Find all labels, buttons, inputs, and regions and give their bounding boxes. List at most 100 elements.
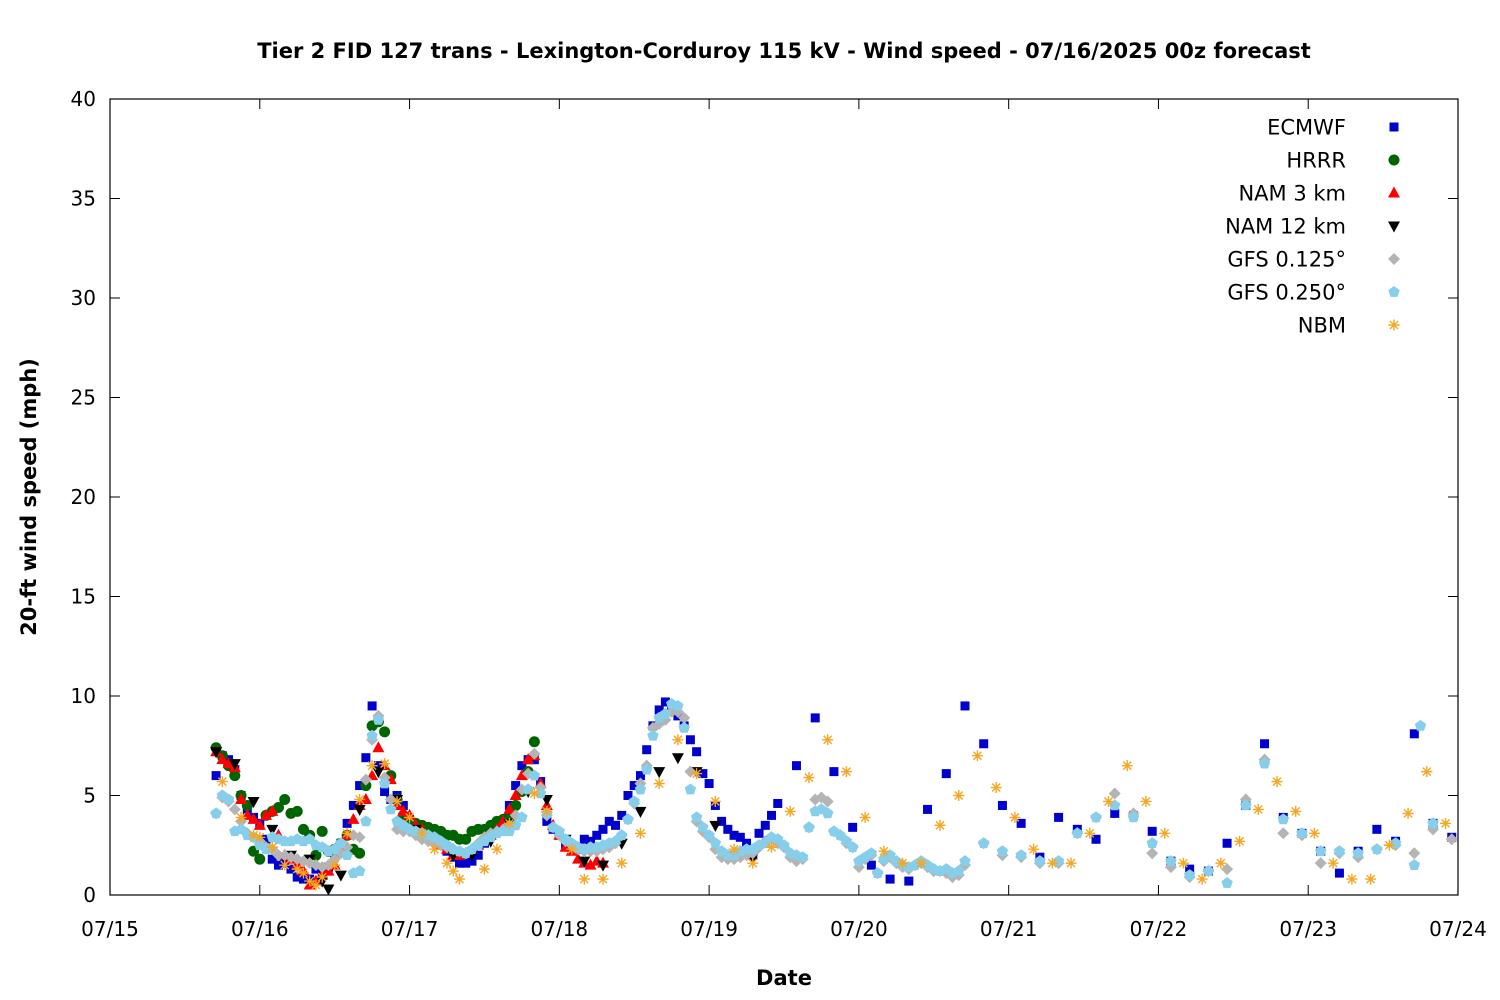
data-point — [1146, 837, 1158, 849]
data-point — [653, 767, 666, 779]
data-point — [1034, 855, 1046, 867]
data-point — [473, 850, 483, 860]
data-point — [266, 824, 279, 836]
data-point — [1140, 795, 1152, 807]
data-point — [723, 824, 733, 834]
data-point — [971, 750, 983, 762]
data-point — [578, 873, 590, 885]
data-point — [1333, 845, 1346, 857]
data-point — [316, 871, 328, 883]
data-point — [629, 781, 639, 791]
data-point — [1421, 766, 1433, 778]
data-point — [379, 726, 391, 738]
y-tick-labels: 0 5 10 15 20 25 30 35 40 — [71, 87, 96, 907]
data-point — [453, 873, 465, 885]
data-point — [341, 849, 353, 861]
data-point — [717, 816, 727, 826]
data-point — [684, 765, 697, 778]
x-tick-label: 07/22 — [1130, 917, 1188, 941]
data-point — [735, 832, 745, 842]
data-point — [228, 759, 241, 771]
data-point — [1084, 827, 1096, 839]
legend-marker — [1388, 154, 1400, 166]
data-point — [604, 816, 614, 826]
y-tick-label: 0 — [83, 883, 96, 907]
data-point — [671, 753, 684, 765]
data-point — [384, 793, 397, 806]
data-point — [996, 845, 1009, 857]
x-tick-label: 07/21 — [980, 917, 1038, 941]
data-point — [634, 806, 647, 818]
data-point — [266, 841, 278, 853]
data-point — [1146, 847, 1159, 860]
y-tick-label: 10 — [71, 684, 96, 708]
series-0 — [211, 697, 1457, 886]
data-point — [834, 829, 846, 841]
data-point — [1177, 857, 1189, 869]
legend-label: NBM — [1298, 314, 1346, 338]
data-point — [253, 818, 266, 830]
data-point — [316, 825, 328, 837]
data-point — [1165, 855, 1177, 867]
legend-label: HRRR — [1286, 149, 1346, 173]
data-point — [990, 782, 1002, 794]
data-point — [210, 747, 223, 759]
data-point — [821, 807, 834, 819]
data-point — [865, 847, 878, 859]
data-point — [904, 876, 914, 886]
data-point — [653, 778, 665, 790]
data-point — [729, 830, 739, 840]
data-point — [247, 796, 260, 808]
data-point — [578, 856, 591, 868]
legend-label: NAM 3 km — [1238, 182, 1346, 206]
data-point — [1054, 812, 1064, 822]
data-point — [690, 811, 703, 823]
data-point — [840, 766, 852, 778]
data-point — [248, 829, 260, 841]
data-point — [654, 705, 664, 715]
data-point — [1346, 873, 1358, 885]
data-point — [379, 758, 391, 770]
data-point — [528, 747, 541, 760]
data-point — [1277, 827, 1290, 840]
data-point — [1183, 869, 1196, 880]
data-point — [1314, 857, 1327, 870]
y-tick-label: 40 — [71, 87, 96, 111]
legend-label: ECMWF — [1267, 116, 1346, 140]
data-point — [254, 853, 266, 865]
data-point — [978, 837, 990, 849]
data-point — [353, 865, 366, 876]
data-point — [579, 834, 589, 844]
data-point — [597, 873, 609, 885]
data-point — [953, 865, 965, 876]
data-point — [698, 769, 708, 779]
data-point — [923, 804, 933, 814]
data-point — [367, 701, 377, 711]
data-point — [1240, 799, 1252, 811]
data-point — [1371, 843, 1383, 855]
data-point — [635, 771, 645, 781]
data-point — [617, 810, 627, 820]
data-point — [1196, 873, 1208, 885]
data-point — [291, 805, 303, 817]
data-point — [1315, 845, 1327, 857]
data-point — [441, 857, 453, 869]
data-point — [380, 787, 390, 797]
data-point — [767, 810, 777, 820]
data-point — [1071, 827, 1084, 839]
legend-marker — [1388, 186, 1400, 198]
data-point — [353, 804, 366, 816]
data-point — [616, 857, 628, 869]
x-tick-label: 07/19 — [680, 917, 738, 941]
x-axis-title: Date — [756, 966, 812, 990]
data-point — [222, 793, 235, 805]
data-point — [211, 771, 221, 781]
y-tick-label: 15 — [71, 585, 96, 609]
data-point — [846, 841, 859, 853]
data-point — [359, 792, 372, 804]
data-point — [1108, 787, 1121, 800]
data-point — [235, 811, 247, 823]
data-point — [1091, 834, 1101, 844]
data-point — [1365, 873, 1377, 885]
